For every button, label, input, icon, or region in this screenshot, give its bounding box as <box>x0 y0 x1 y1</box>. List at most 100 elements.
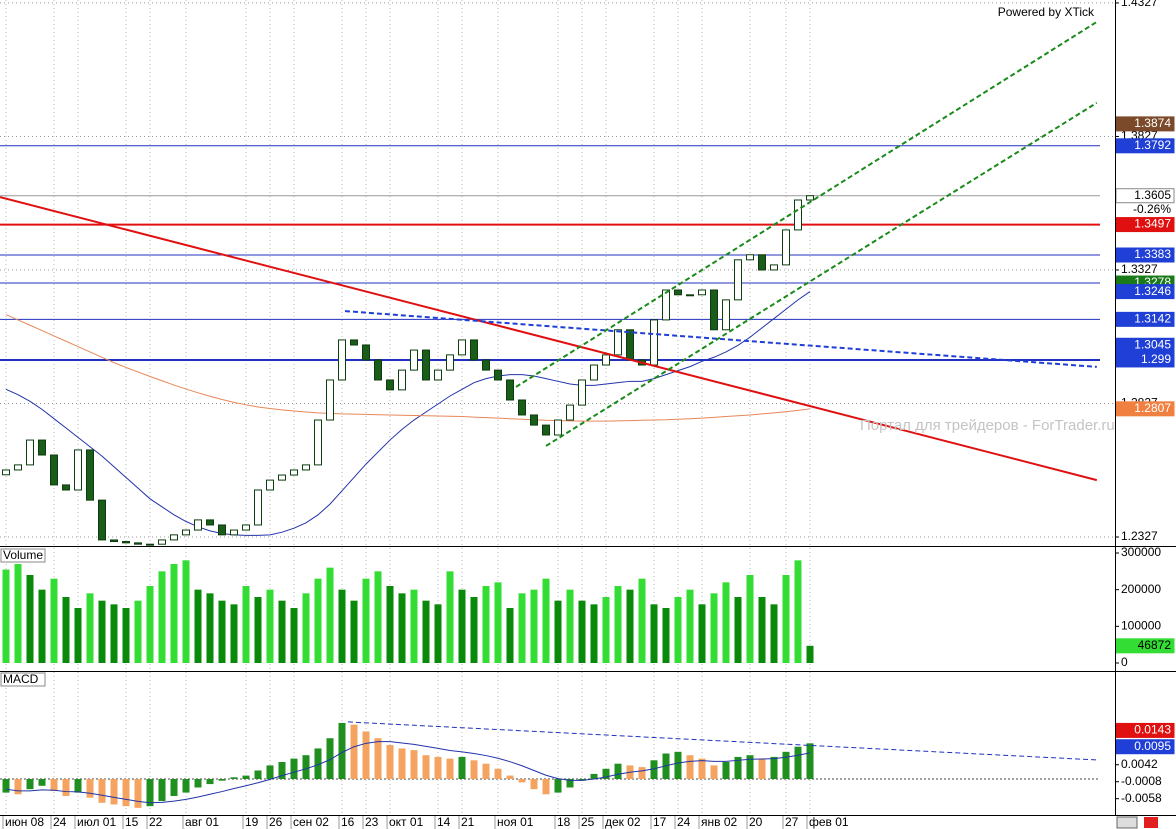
macd-bar <box>194 778 202 788</box>
macd-bar <box>98 778 106 803</box>
close-icon[interactable] <box>1144 817 1158 828</box>
x-tick-label: авг 01 <box>185 815 219 829</box>
volume-bar <box>338 589 346 663</box>
macd-bar <box>266 765 274 779</box>
x-tick-label: 15 <box>125 815 139 829</box>
volume-bar <box>2 569 10 663</box>
x-tick-label: 14 <box>437 815 451 829</box>
x-tick-label: 16 <box>341 815 355 829</box>
signal-line <box>5 741 811 804</box>
x-tick-label: 20 <box>749 815 763 829</box>
volume-bar <box>110 604 118 663</box>
candle <box>326 379 334 421</box>
volume-bar <box>458 589 466 663</box>
volume-bar <box>254 596 262 663</box>
macd-bar <box>434 756 442 779</box>
price-label: 1.3045 <box>1134 337 1171 351</box>
volume-bar <box>494 582 502 663</box>
price-label: 46872 <box>1138 638 1172 652</box>
x-tick-label: 27 <box>785 815 799 829</box>
candle <box>482 359 490 371</box>
macd-bar <box>554 778 562 793</box>
x-tick-label: 24 <box>53 815 67 829</box>
volume-bar <box>38 589 46 663</box>
macd-bar <box>326 738 334 779</box>
x-tick-label: 17 <box>653 815 667 829</box>
candle <box>590 364 598 381</box>
macd-bar <box>38 778 46 786</box>
macd-bar <box>110 778 118 805</box>
candle <box>530 414 538 426</box>
macd-bar <box>506 775 514 779</box>
macd-bar <box>590 773 598 779</box>
y-tick-label: 200000 <box>1121 582 1161 596</box>
volume-bar <box>386 585 394 663</box>
candle <box>2 469 10 476</box>
volume-bar <box>50 578 58 663</box>
candle <box>422 349 430 381</box>
price-label: 1.3142 <box>1134 312 1171 326</box>
branding: Powered by XTick <box>998 5 1095 19</box>
macd-bar <box>482 763 490 779</box>
volume-bar <box>638 578 646 663</box>
macd-bar <box>614 763 622 779</box>
candle <box>14 464 22 471</box>
macd-bar <box>578 778 586 781</box>
candle <box>806 195 814 201</box>
volume-bar <box>506 607 514 663</box>
candle <box>278 474 286 481</box>
volume-bar <box>566 589 574 663</box>
volume-bar <box>122 607 130 663</box>
macd-bar <box>134 778 142 808</box>
candle <box>542 424 550 436</box>
x-tick-label: окт 01 <box>389 815 424 829</box>
volume-bar <box>290 607 298 663</box>
volume-bar <box>746 574 754 663</box>
candle <box>722 299 730 331</box>
candle <box>470 339 478 361</box>
macd-bar <box>230 777 238 779</box>
macd-bar <box>50 778 58 791</box>
candle <box>146 543 154 546</box>
macd-bar <box>206 778 214 785</box>
y-tick-label: 1.3327 <box>1121 262 1158 276</box>
macd-bar <box>770 756 778 779</box>
candle <box>206 519 214 526</box>
candle <box>446 354 454 371</box>
volume-bar <box>578 600 586 663</box>
candle <box>662 289 670 321</box>
volume-bar <box>134 600 142 663</box>
volume-bar <box>422 600 430 663</box>
volume-bar <box>158 571 166 663</box>
candle <box>398 369 406 391</box>
volume-bar <box>230 604 238 663</box>
macd-bar <box>494 768 502 779</box>
macd-bar <box>566 778 574 788</box>
trendline <box>545 101 1098 447</box>
candle <box>110 539 118 543</box>
macd-bar <box>338 722 346 779</box>
volume-bar <box>410 589 418 663</box>
candle <box>122 541 130 544</box>
price-label: 1.299 <box>1141 352 1171 366</box>
price-label: 1.3874 <box>1134 116 1171 130</box>
macd-bar <box>470 760 478 779</box>
candle <box>170 534 178 541</box>
macd-bar <box>182 778 190 793</box>
macd-bar <box>350 724 358 779</box>
volume-bar <box>86 593 94 663</box>
x-tick-label: фев 01 <box>809 815 849 829</box>
volume-bar <box>98 600 106 663</box>
macd-bar <box>374 738 382 779</box>
volume-bar <box>182 560 190 663</box>
macd-bar <box>734 756 742 779</box>
volume-bar <box>722 582 730 663</box>
candle <box>134 542 142 545</box>
settings-icon[interactable] <box>1116 816 1138 829</box>
candle <box>578 379 586 406</box>
volume-bar <box>770 604 778 663</box>
candle <box>782 229 790 266</box>
candle <box>410 349 418 371</box>
candle <box>314 419 322 466</box>
